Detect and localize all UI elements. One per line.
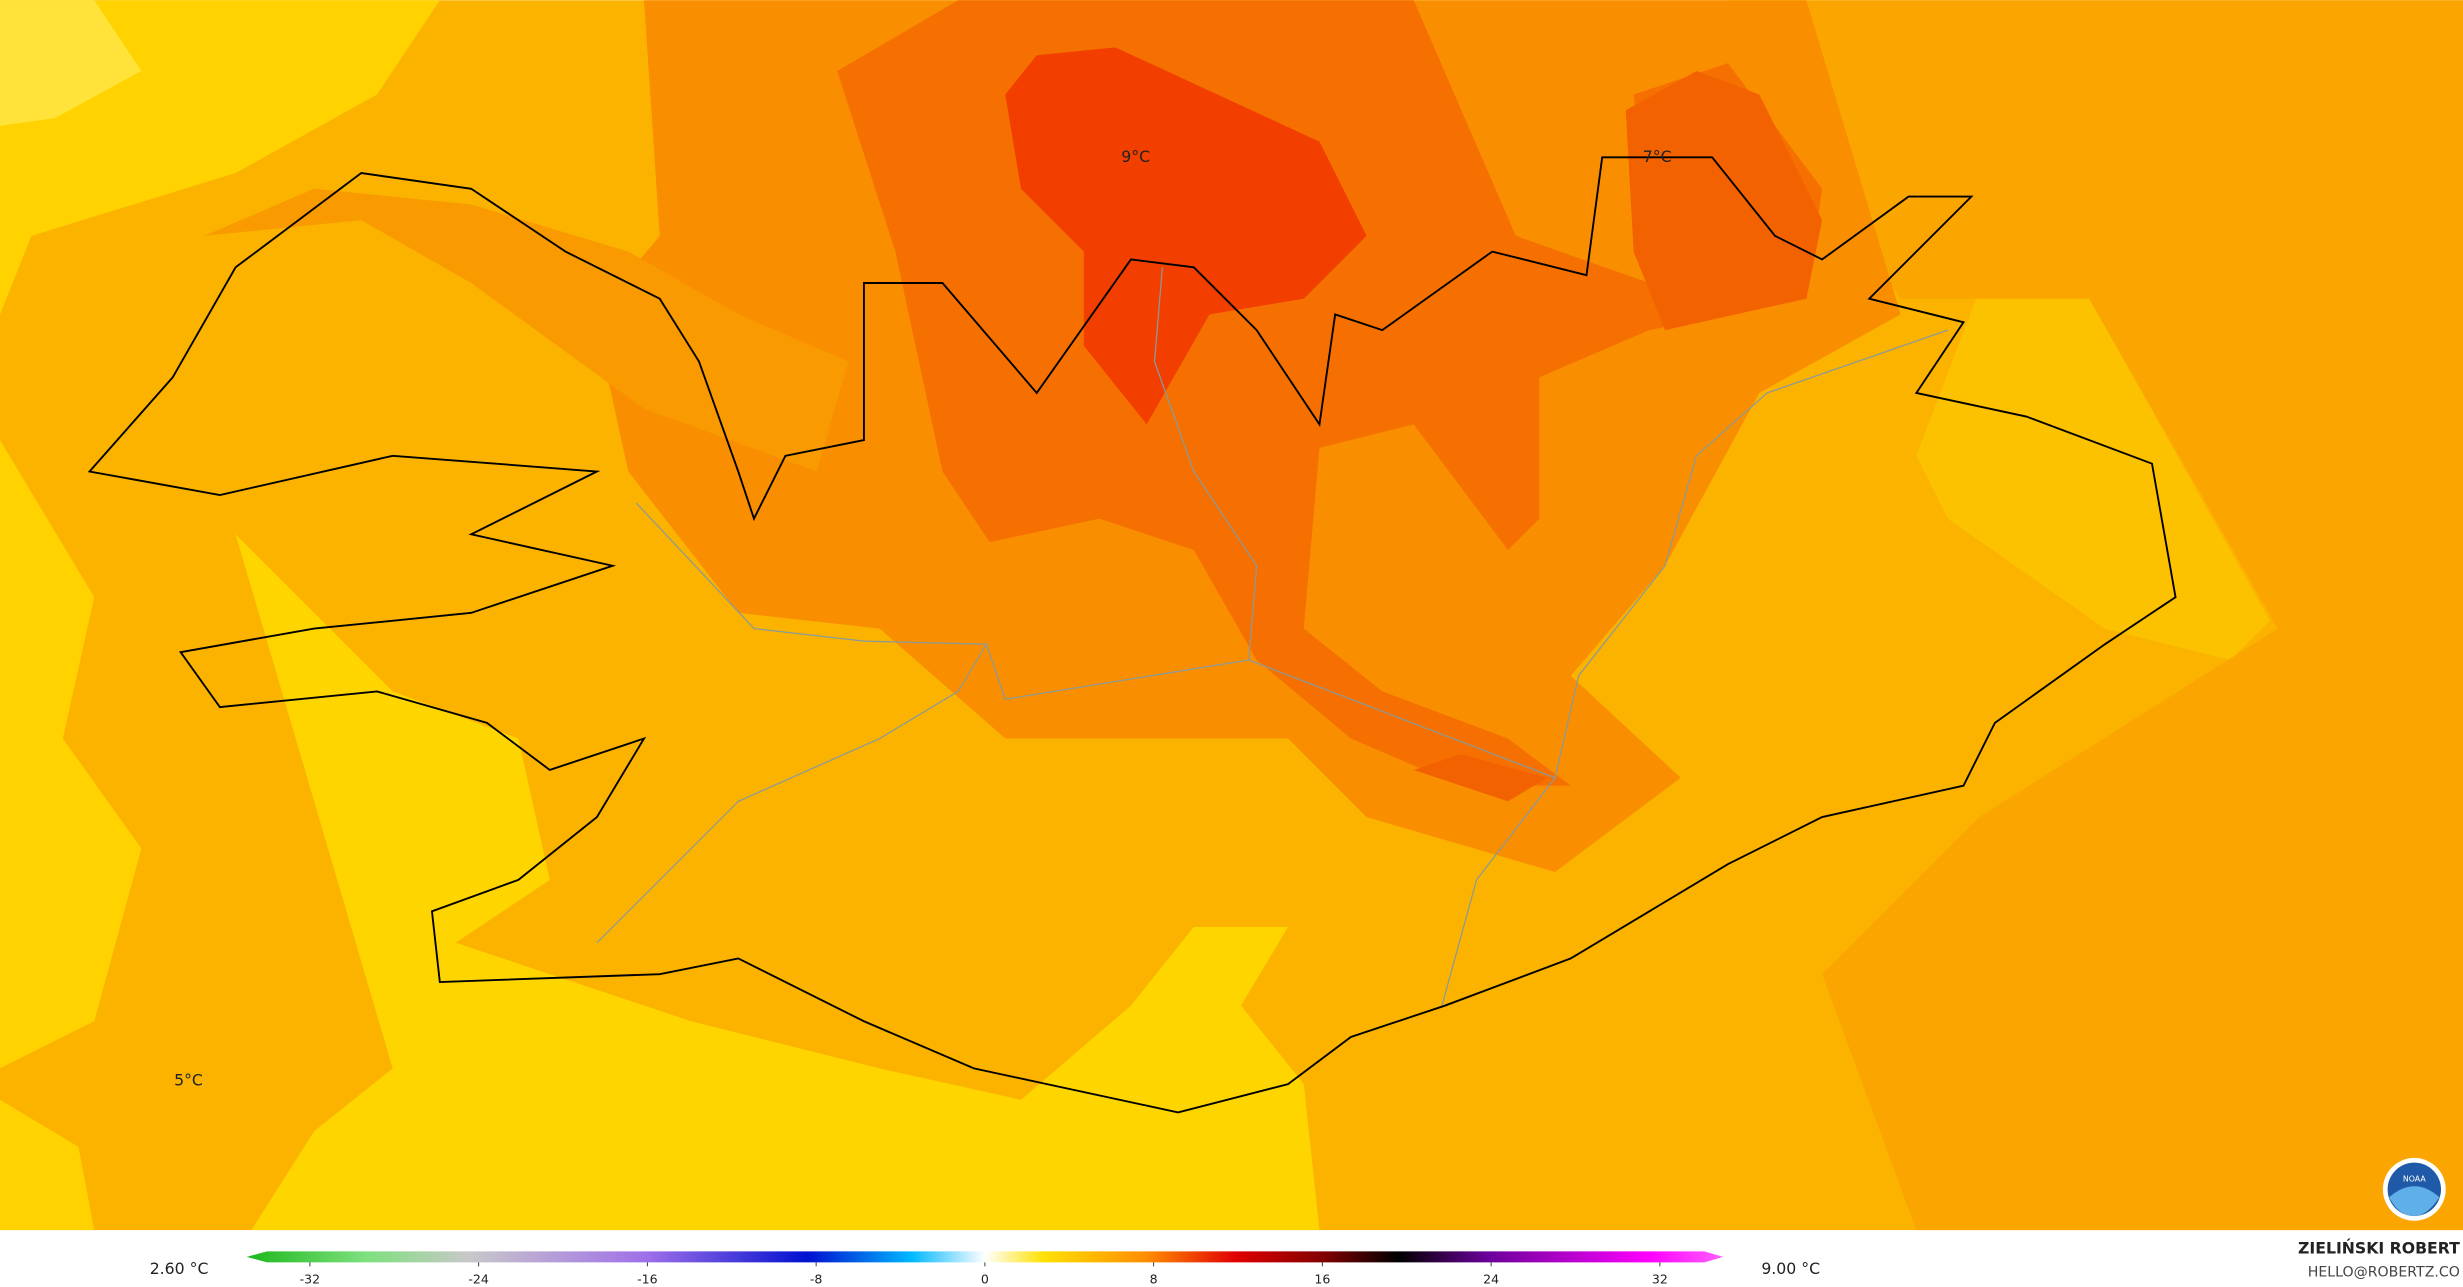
map-label: 9°C bbox=[1121, 147, 1150, 166]
colorbar-tick-label: 16 bbox=[1314, 1272, 1330, 1287]
colorbar-min: 2.60 °C bbox=[150, 1259, 209, 1278]
credit-name: ZIELIŃSKI ROBERT bbox=[2298, 1239, 2460, 1258]
footer: 2.60 °C 9.00 °C ZIELIŃSKI ROBERT HELLO@R… bbox=[0, 1230, 2463, 1287]
temperature-field bbox=[0, 0, 2463, 1231]
coastline bbox=[87, 156, 2177, 1114]
noaa-logo: NOAA bbox=[2382, 1157, 2446, 1221]
colorbar-tick-label: 24 bbox=[1483, 1272, 1499, 1287]
map-label: 5°C bbox=[174, 1071, 203, 1090]
colorbar-tick-label: -32 bbox=[300, 1272, 321, 1287]
svg-text:NOAA: NOAA bbox=[2403, 1174, 2426, 1183]
credit-email: HELLO@ROBERTZ.CO bbox=[2308, 1265, 2460, 1281]
colorbar-tick-label: 32 bbox=[1652, 1272, 1668, 1287]
map-label: 7°C bbox=[1643, 147, 1672, 166]
colorbar bbox=[246, 1251, 1724, 1263]
colorbar-max: 9.00 °C bbox=[1761, 1259, 1820, 1278]
colorbar-tick-label: -24 bbox=[468, 1272, 489, 1287]
colorbar-tick-label: 0 bbox=[981, 1272, 989, 1287]
region-borders bbox=[596, 267, 1948, 1006]
colorbar-tick-label: -8 bbox=[810, 1272, 823, 1287]
colorbar-tick-label: 8 bbox=[1150, 1272, 1158, 1287]
colorbar-tick-label: -16 bbox=[637, 1272, 658, 1287]
